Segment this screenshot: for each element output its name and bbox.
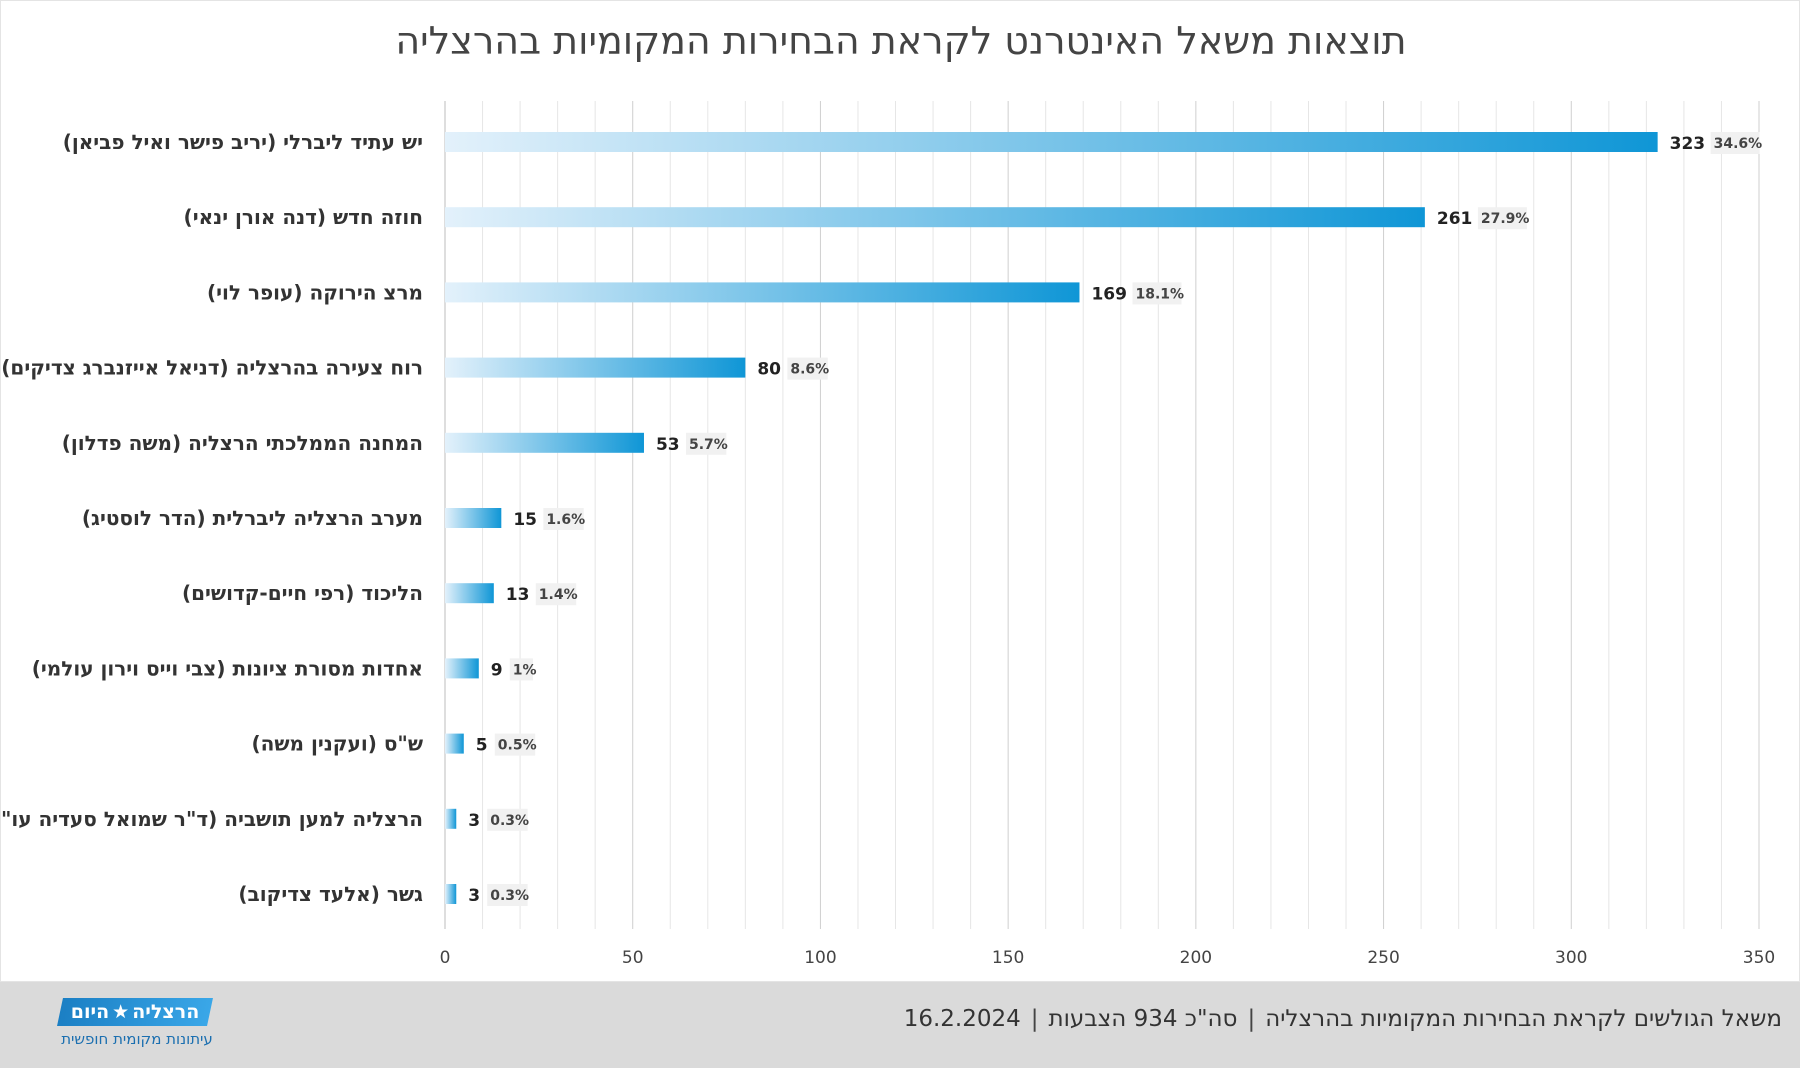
percent-label: 34.6% [1714, 136, 1763, 152]
category-label: חוזה חדש (דנה אורן ינאי) [184, 205, 423, 229]
value-label: 3 [468, 886, 480, 906]
bar[interactable] [445, 132, 1658, 152]
category-label: יש עתיד ליברלי (יריב פישר ואיל פביאן) [63, 130, 423, 154]
category-label: הליכוד (רפי חיים-קדושים) [182, 581, 423, 605]
percent-label-bg [787, 357, 828, 380]
category-label: אחדות מסורת ציונות (צבי וייס וירון עולמי… [32, 656, 423, 680]
footer-separator-2: | [1247, 1006, 1256, 1032]
logo-wordmark: הרצליה★היום [60, 998, 210, 1026]
percent-label: 27.9% [1481, 211, 1530, 227]
value-label: 13 [506, 585, 530, 605]
x-tick-label: 150 [992, 948, 1024, 968]
percent-label: 1.4% [539, 587, 578, 603]
site-logo[interactable]: הרצליה★היום עיתונות מקומית חופשית [42, 994, 232, 1058]
category-label: מערב הרצליה ליברלית (הדר לוסטיג) [82, 506, 423, 530]
percent-label: 0.3% [490, 888, 529, 904]
category-label: רוח צעירה בהרצליה (דניאל אייזנברג צדיקים… [1, 356, 423, 380]
bar[interactable] [445, 508, 502, 528]
percent-label: 1.6% [546, 512, 585, 528]
chart-plot: 0 50 100 150 200 250 300 350 יש עתיד ליברלי (יר… [1, 101, 1775, 968]
value-label: 261 [1437, 209, 1473, 229]
category-label: המחנה הממלכתי הרצליה (משה פדלון) [62, 431, 423, 455]
footer-bar: הרצליה★היום עיתונות מקומית חופשית 16.2.2… [0, 982, 1800, 1068]
percent-label-bg [685, 432, 727, 455]
percent-label: 18.1% [1135, 286, 1184, 302]
percent-label-bg [509, 658, 533, 681]
bar[interactable] [445, 808, 457, 829]
percent-label-bg [1132, 282, 1182, 305]
percent-label-bg [543, 508, 584, 530]
percent-label: 0.5% [498, 738, 537, 754]
x-tick-label: 200 [1180, 948, 1212, 968]
value-label: 3 [468, 811, 480, 831]
value-label: 169 [1091, 284, 1127, 304]
bar[interactable] [445, 282, 1080, 303]
percent-label: 5.7% [689, 437, 728, 453]
percent-label-bg [1710, 132, 1760, 154]
value-label: 5 [476, 736, 488, 756]
logo-name-part2: היום [70, 1001, 110, 1023]
percent-label-bg [1477, 207, 1527, 230]
x-tick-label: 300 [1555, 948, 1587, 968]
bar[interactable] [445, 357, 746, 378]
bar[interactable] [445, 733, 464, 754]
footer-total-votes: סה"כ 934 הצבעות [1048, 1006, 1238, 1032]
percent-label-bg [487, 808, 528, 831]
footer-separator: | [1030, 1006, 1039, 1032]
star-icon: ★ [112, 1001, 130, 1023]
value-label: 80 [757, 360, 781, 380]
footer-caption-text: משאל הגולשים לקראת הבחירות המקומיות בהרצ… [1265, 1006, 1782, 1032]
value-label: 9 [491, 660, 503, 680]
logo-tagline: עיתונות מקומית חופשית [61, 1030, 213, 1048]
value-label: 15 [513, 510, 537, 530]
chart-title: תוצאות משאל האינטרנט לקראת הבחירות המקומ… [395, 19, 1407, 63]
percent-label: 0.3% [490, 813, 529, 829]
percent-label-bg [535, 583, 577, 606]
value-label: 53 [656, 435, 680, 455]
value-label: 323 [1670, 134, 1706, 154]
percent-label: 1% [513, 662, 537, 678]
bar[interactable] [445, 583, 494, 604]
x-tick-label: 50 [622, 948, 644, 968]
percent-label: 8.6% [790, 362, 829, 378]
bar[interactable] [445, 432, 644, 453]
chart-frame: 0 50 100 150 200 250 300 350 יש עתיד ליברלי (יר… [0, 0, 1800, 982]
percent-label-bg [487, 884, 528, 906]
x-tick-label: 350 [1743, 948, 1775, 968]
bar[interactable] [445, 658, 479, 679]
percent-label-bg [494, 733, 536, 756]
bar[interactable] [445, 207, 1425, 228]
category-label: גשר (אלעד צדיקוב) [238, 882, 423, 906]
bar[interactable] [445, 884, 457, 904]
x-tick-label: 250 [1367, 948, 1399, 968]
x-tick-label: 0 [440, 948, 451, 968]
logo-name-part1: הרצליה [132, 1001, 200, 1023]
x-tick-label: 100 [804, 948, 836, 968]
category-label: ש"ס (ועקנין משה) [252, 732, 424, 756]
category-label: הרצליה למען תושביה (ד"ר שמואל סעדיה עו"ד… [1, 807, 423, 831]
category-label: מרצ הירוקה (עופר לוי) [207, 280, 423, 304]
footer-caption: 16.2.2024 | משאל הגולשים לקראת הבחירות המק… [904, 1006, 1782, 1032]
footer-date: 16.2.2024 [903, 1006, 1021, 1032]
